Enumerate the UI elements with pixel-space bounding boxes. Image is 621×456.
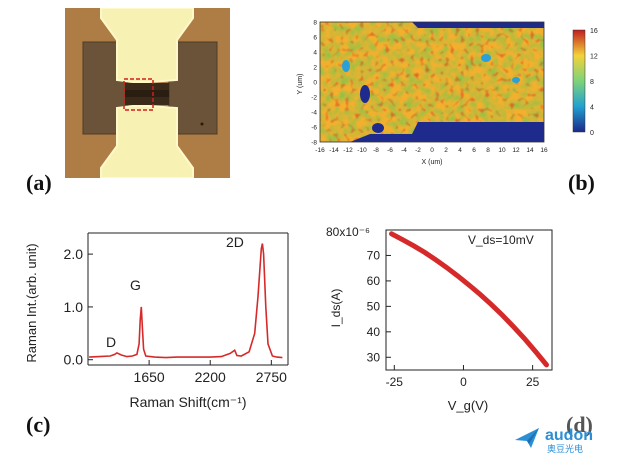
ids-xlabel: V_g(V) (448, 398, 488, 413)
heatmap-ylabel: Y (um) (297, 74, 304, 95)
raman-xtick-label: 1650 (134, 369, 165, 385)
heatmap-ytick: 0 (313, 80, 317, 87)
ids-xticks: -25 0 25 (386, 365, 540, 389)
heatmap-ytick: 6 (313, 35, 317, 42)
heatmap-ytick: -6 (311, 125, 317, 132)
colorbar-tick: 0 (590, 130, 594, 137)
colorbar-tick: 8 (590, 79, 594, 86)
heatmap-xtick: -6 (387, 147, 393, 154)
raman-spectrum-chart: 0.0 1.0 2.0 1650 2200 2750 D G 2D Raman Int.… (24, 232, 289, 410)
heatmap-ytick: 4 (313, 50, 317, 57)
raman-map-heatmap: Y (um) X (um) 8 6 4 2 0 -2 -4 -6 -8 -16 -14 -12 -10… (297, 20, 598, 167)
raman-ytick-label: 0.0 (64, 352, 84, 368)
annotation-2D-peak: 2D (226, 234, 244, 250)
ids-vds-annotation: V_ds=10mV (468, 233, 534, 247)
heatmap-xticks: -16 -14 -12 -10 -8 -6 -4 -2 0 2 4 6 8 10 12 14 16 (315, 147, 548, 154)
optical-micrograph (65, 8, 230, 178)
ids-series-line (389, 231, 549, 368)
ids-xtick-label: 25 (526, 375, 540, 389)
heatmap-xtick: -8 (373, 147, 379, 154)
heatmap-xtick: -2 (415, 147, 421, 154)
paper-plane-icon (515, 428, 539, 448)
heatmap-ytick: -4 (311, 110, 317, 117)
heatmap-xtick: 0 (430, 147, 434, 154)
heatmap-xtick: -10 (357, 147, 367, 154)
ids-ylabel: I_ds(A) (329, 289, 343, 328)
raman-yticks: 0.0 1.0 2.0 (64, 246, 93, 368)
heatmap-xlabel: X (um) (422, 159, 443, 166)
heatmap-xtick: -4 (401, 147, 407, 154)
heatmap-xtick: -14 (329, 147, 339, 154)
ids-vg-chart: 70 60 50 40 30 -25 0 25 80x10⁻⁶ V_ds=10mV I_ds… (326, 225, 553, 413)
annotation-D-peak: D (106, 334, 116, 350)
heatmap-xtick: 8 (486, 147, 490, 154)
raman-ytick-label: 1.0 (64, 299, 84, 315)
raman-series-line (89, 243, 283, 359)
ids-scale-label: 80x10⁻⁶ (326, 225, 370, 239)
heatmap-xtick: 4 (458, 147, 462, 154)
raman-ytick-label: 2.0 (64, 246, 84, 262)
panel-label-c: (c) (26, 412, 51, 437)
heatmap-ytick: 8 (313, 20, 317, 27)
ids-ytick-label: 60 (367, 274, 381, 288)
raman-ylabel: Raman Int.(arb. unit) (24, 243, 39, 362)
ids-plot-frame (385, 229, 553, 371)
ids-ytick-label: 50 (367, 299, 381, 313)
ids-xtick-label: -25 (386, 375, 404, 389)
heatmap-xtick: 10 (498, 147, 506, 154)
heatmap-xtick: 6 (472, 147, 476, 154)
heatmap-yticks: 8 6 4 2 0 -2 -4 -6 -8 (311, 20, 317, 147)
ids-ytick-label: 30 (367, 350, 381, 364)
ids-xtick-label: 0 (460, 375, 467, 389)
heatmap-xtick: 2 (444, 147, 448, 154)
heatmap-ytick: -2 (311, 95, 317, 102)
heatmap-xtick: 14 (526, 147, 534, 154)
colorbar-tick: 16 (590, 28, 598, 35)
ids-ytick-label: 70 (367, 248, 381, 262)
raman-xlabel: Raman Shift(cm⁻¹) (129, 394, 246, 410)
selection-box (123, 78, 154, 111)
panel-label-d: (d) (566, 412, 593, 437)
panel-label-a: (a) (26, 170, 52, 195)
colorbar-tick: 12 (590, 54, 598, 61)
raman-xticks: 1650 2200 2750 (134, 360, 287, 385)
ids-ytick-label: 40 (367, 325, 381, 339)
annotation-G-peak: G (130, 277, 141, 293)
audon-logo: audon 奥豆光电 (515, 427, 593, 454)
colorbar-ticks: 16 12 8 4 0 (590, 28, 598, 137)
heatmap-xtick: 16 (540, 147, 548, 154)
raman-xtick-label: 2200 (195, 369, 226, 385)
colorbar-tick: 4 (590, 105, 594, 112)
heatmap-xtick: 12 (512, 147, 520, 154)
ids-yticks: 70 60 50 40 30 (367, 248, 391, 364)
heatmap-ytick: 2 (313, 65, 317, 72)
logo-subtext: 奥豆光电 (547, 443, 583, 454)
heatmap-ytick: -8 (311, 140, 317, 147)
panel-label-b: (b) (568, 170, 595, 195)
heatmap-colorbar (572, 29, 586, 133)
heatmap-xtick: -16 (315, 147, 325, 154)
heatmap-xtick: -12 (343, 147, 353, 154)
logo-text: audon (545, 427, 593, 444)
raman-xtick-label: 2750 (256, 369, 287, 385)
